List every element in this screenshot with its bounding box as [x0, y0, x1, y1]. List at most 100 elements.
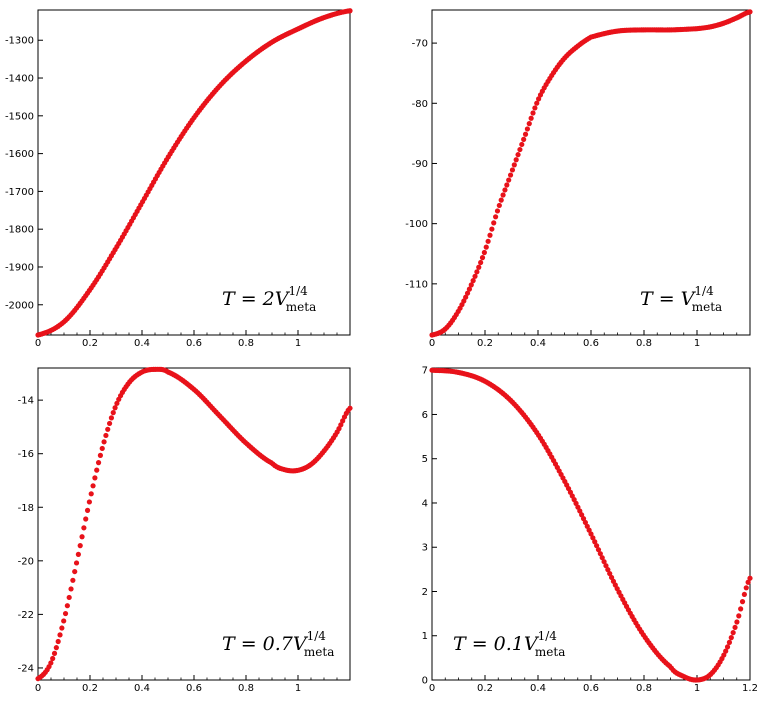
data-point	[474, 269, 480, 275]
data-point	[461, 298, 467, 304]
data-point	[736, 613, 742, 619]
data-point	[101, 439, 107, 445]
data-point	[743, 585, 749, 591]
panel-2: 0 0.2 0.4 0.6 0.8 1 -110 -100 -90 -80 -70 T = V1/4 m…	[405, 9, 753, 349]
data-point	[580, 516, 587, 522]
y-tick-label: 2	[422, 587, 428, 598]
y-tick-label: 4	[422, 498, 428, 509]
data-point	[605, 567, 611, 573]
panel-3: 0 0.2 0.4 0.6 0.8 1 -24 -22 -20 -18 -16 -14 T = 0.7V…	[18, 366, 353, 694]
data-point	[463, 294, 469, 300]
annotation-prefix: T = V	[640, 288, 697, 310]
y-tick-label: -16	[18, 449, 34, 460]
y-tick-label: -1400	[5, 74, 34, 85]
panel-4: 0 0.2 0.4 0.6 0.8 1 1.2 0 1 2 3 4 5 6 7 T = 0.1V1/4 meta	[422, 366, 758, 694]
x-tick-label: 0	[35, 338, 41, 349]
y-tick-label: -1700	[5, 187, 34, 198]
data-point	[470, 278, 476, 284]
y-tick-label: -1900	[5, 262, 34, 273]
y-tick-label: -2000	[5, 300, 34, 311]
data-point	[105, 426, 111, 432]
y-tick-label: -70	[412, 39, 428, 50]
temperature-annotation: T = 0.7V1/4 meta	[222, 629, 334, 659]
y-tick-label: 5	[422, 454, 428, 465]
data-point	[66, 594, 72, 601]
annotation-superscript: 1/4	[538, 629, 558, 643]
y-tick-label: 3	[422, 543, 428, 554]
data-point	[106, 420, 113, 427]
data-point	[522, 131, 529, 137]
data-point	[491, 220, 497, 226]
data-point	[747, 9, 753, 15]
data-point	[724, 644, 731, 650]
data-point	[532, 105, 538, 111]
data-point	[340, 418, 346, 424]
data-point	[468, 282, 474, 288]
data-point	[723, 648, 729, 654]
data-point	[77, 543, 83, 549]
data-point	[517, 146, 523, 153]
x-tick-label: 0.8	[238, 683, 254, 694]
data-point	[68, 586, 74, 592]
data-point	[55, 638, 61, 645]
data-point	[494, 208, 501, 214]
x-tick-label: 1	[295, 683, 301, 694]
annotation-subscript: meta	[535, 645, 565, 659]
data-point	[483, 244, 489, 250]
data-point	[62, 610, 69, 617]
x-tick-label: 0.8	[636, 683, 652, 694]
data-point	[741, 591, 747, 598]
data-point	[61, 618, 67, 624]
x-tick-label: 0.4	[530, 683, 546, 694]
x-tick-label: 0.4	[134, 338, 150, 349]
data-point	[528, 115, 534, 121]
x-tick-label: 0.4	[530, 338, 546, 349]
data-point	[588, 531, 594, 537]
data-point	[472, 273, 478, 279]
data-point	[530, 110, 536, 116]
data-point	[536, 96, 542, 102]
data-point	[524, 126, 531, 132]
temperature-annotation: T = V1/4 meta	[640, 284, 722, 314]
y-tick-label: -20	[18, 556, 34, 567]
data-point	[730, 630, 736, 636]
x-tick-label: 0.8	[238, 338, 254, 349]
data-point	[51, 650, 58, 656]
data-point	[94, 467, 100, 473]
data-point	[347, 405, 353, 411]
data-point	[607, 570, 613, 577]
data-point	[747, 575, 753, 581]
data-point	[50, 655, 56, 662]
y-tick-label: 1	[422, 631, 428, 642]
data-point	[466, 286, 473, 292]
data-point	[507, 172, 514, 178]
data-point	[99, 445, 105, 452]
data-point	[108, 415, 115, 421]
y-tick-label: -14	[18, 396, 34, 407]
y-tick-label: -1800	[5, 225, 34, 236]
data-point	[64, 603, 70, 609]
annotation-superscript: 1/4	[694, 284, 714, 298]
y-tick-label: -1600	[5, 149, 34, 160]
y-tick-label: 6	[422, 410, 428, 421]
data-point	[88, 491, 94, 497]
data-point	[590, 535, 596, 541]
data-point	[496, 202, 502, 209]
data-point	[721, 652, 727, 658]
data-point	[79, 534, 85, 540]
data-point	[92, 475, 98, 481]
data-point	[485, 238, 491, 244]
data-point	[478, 259, 484, 266]
data-point	[601, 559, 607, 565]
data-point	[114, 400, 120, 406]
annotation-prefix: T = 0.7V	[222, 633, 309, 655]
data-point	[90, 483, 96, 489]
data-point	[603, 563, 609, 569]
data-point	[513, 157, 519, 163]
y-tick-label: -22	[18, 610, 34, 621]
x-tick-label: 0	[35, 683, 41, 694]
data-point	[739, 599, 746, 605]
data-point	[511, 162, 517, 168]
data-point	[72, 568, 78, 575]
data-point	[481, 249, 487, 256]
